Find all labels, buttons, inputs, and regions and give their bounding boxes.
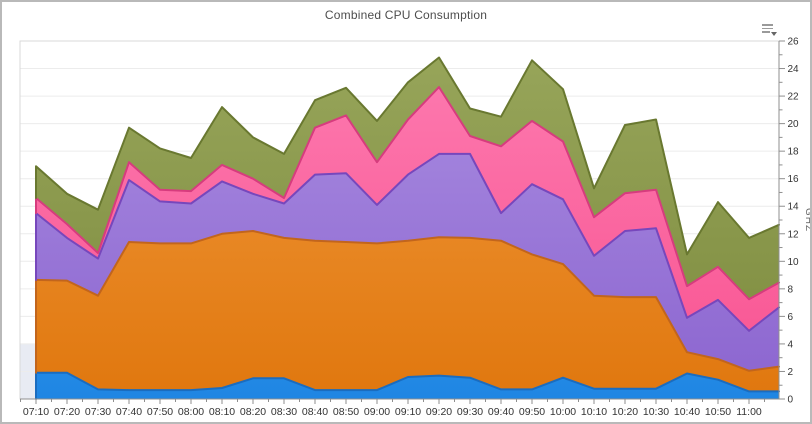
menu-bar (762, 27, 773, 30)
svg-text:08:30: 08:30 (271, 406, 297, 418)
svg-text:26: 26 (788, 37, 800, 48)
svg-text:22: 22 (788, 92, 800, 103)
y-axis-title: GHZ (803, 208, 812, 232)
svg-text:10:10: 10:10 (581, 406, 607, 418)
chart-menu-icon[interactable] (762, 23, 778, 36)
svg-text:10:50: 10:50 (705, 406, 731, 418)
svg-text:09:40: 09:40 (488, 406, 514, 418)
blue-border-line (35, 371, 780, 400)
svg-text:8: 8 (788, 284, 794, 295)
svg-text:10:40: 10:40 (674, 406, 700, 418)
svg-text:09:50: 09:50 (519, 406, 545, 418)
svg-text:16: 16 (788, 174, 800, 185)
svg-text:10: 10 (788, 257, 800, 268)
svg-text:07:30: 07:30 (85, 406, 111, 418)
svg-text:14: 14 (788, 202, 800, 213)
svg-text:10:00: 10:00 (550, 406, 576, 418)
svg-text:11:00: 11:00 (736, 406, 762, 418)
svg-text:10:20: 10:20 (612, 406, 638, 418)
purple-area (36, 153, 779, 371)
svg-text:18: 18 (788, 147, 800, 158)
svg-text:08:20: 08:20 (240, 406, 266, 418)
svg-text:08:00: 08:00 (178, 406, 204, 418)
x-axis-labels: 07:10 07:20 07:30 07:40 07:50 08:00 08:10 08:20… (20, 399, 765, 418)
blue-area (36, 372, 779, 399)
svg-text:07:10: 07:10 (23, 406, 49, 418)
chevron-down-icon (771, 32, 777, 36)
svg-text:09:20: 09:20 (426, 406, 452, 418)
svg-text:07:50: 07:50 (147, 406, 173, 418)
purple-border-line (35, 152, 780, 332)
pink-border-line (35, 86, 780, 301)
chart-title: Combined CPU Consumption (324, 8, 488, 22)
svg-text:20: 20 (788, 119, 800, 130)
svg-text:24: 24 (788, 64, 800, 75)
svg-text:6: 6 (788, 312, 794, 323)
svg-text:2: 2 (788, 367, 794, 378)
svg-text:08:50: 08:50 (333, 406, 359, 418)
olive-area (36, 57, 779, 300)
olive-border-line (35, 56, 780, 256)
orange-area (36, 231, 779, 392)
svg-text:10:30: 10:30 (643, 406, 669, 418)
orange-border-line (35, 230, 780, 374)
menu-bar (762, 24, 773, 26)
series-borders (35, 56, 780, 400)
svg-text:08:40: 08:40 (302, 406, 328, 418)
svg-text:12: 12 (788, 229, 800, 240)
svg-text:0: 0 (788, 395, 794, 406)
svg-text:08:10: 08:10 (209, 406, 235, 418)
menu-bar (762, 31, 770, 33)
svg-text:09:30: 09:30 (457, 406, 483, 418)
svg-text:09:00: 09:00 (364, 406, 390, 418)
svg-text:07:40: 07:40 (116, 406, 142, 418)
svg-text:4: 4 (788, 339, 794, 350)
svg-text:07:20: 07:20 (54, 406, 80, 418)
svg-text:09:10: 09:10 (395, 406, 421, 418)
